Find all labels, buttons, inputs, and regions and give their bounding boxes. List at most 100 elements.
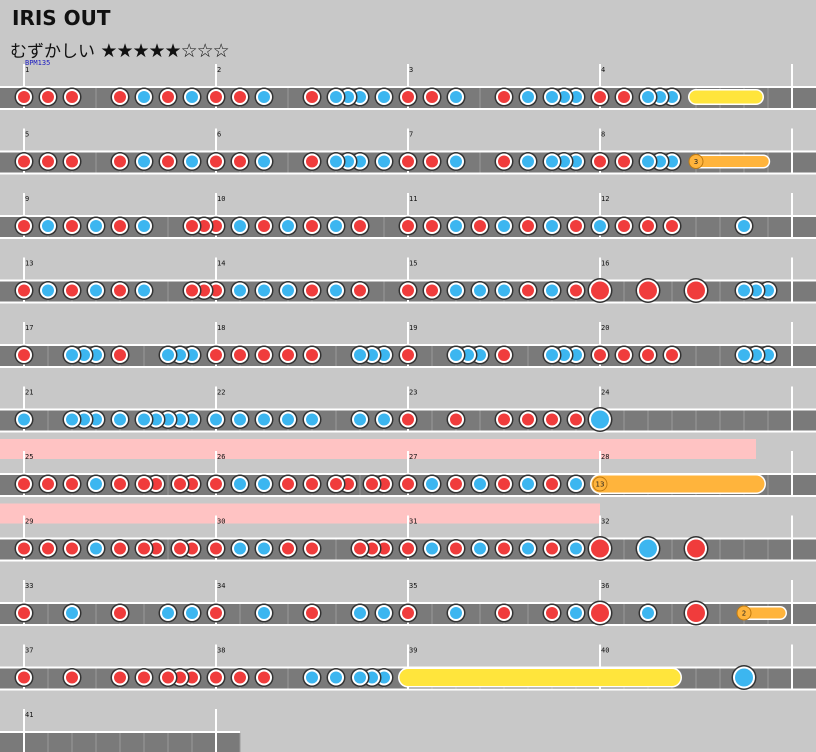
score-row: 33 34 35 36 2	[0, 580, 816, 626]
don-note	[662, 216, 682, 236]
don-note	[14, 603, 34, 623]
ka-note	[422, 539, 442, 558]
don-note	[206, 345, 226, 365]
measure-number: 38	[217, 647, 225, 655]
big-ka-note	[587, 407, 613, 432]
don-note	[230, 87, 250, 107]
score-row: 25 26 27 28 13	[0, 439, 816, 497]
ka-note	[446, 152, 466, 171]
don-note	[14, 152, 34, 171]
ka-note	[350, 345, 370, 365]
drumroll-body	[399, 669, 681, 686]
ka-note	[302, 668, 322, 687]
song-title: IRIS OUT	[12, 6, 111, 30]
drumroll-body	[690, 156, 769, 167]
ka-note	[326, 668, 346, 687]
roll-count: 2	[742, 610, 746, 618]
ka-note	[446, 216, 466, 236]
gogo-section	[0, 439, 756, 459]
measure-number: 33	[25, 582, 33, 590]
don-note	[494, 87, 514, 107]
don-note	[302, 281, 322, 300]
ka-note	[134, 216, 154, 236]
ka-note	[158, 345, 178, 365]
don-note	[398, 87, 418, 107]
score-row: 9 10 11 12	[0, 193, 816, 239]
don-note	[494, 152, 514, 171]
drumroll-body	[591, 475, 765, 493]
don-note	[230, 668, 250, 687]
measure-number: 41	[25, 711, 33, 719]
don-note	[158, 152, 178, 171]
ka-note	[446, 603, 466, 623]
measure-number: 20	[601, 324, 609, 332]
don-note	[542, 410, 562, 429]
don-note	[398, 281, 418, 300]
ka-note	[230, 216, 250, 236]
measure-number: 40	[601, 647, 609, 655]
don-note	[206, 539, 226, 558]
ka-note	[518, 474, 538, 494]
ka-note	[470, 281, 490, 300]
ka-note	[326, 281, 346, 300]
measure-number: 27	[409, 453, 417, 461]
score-row: 13 14 15 16	[0, 257, 816, 304]
measure-number: 14	[217, 260, 225, 268]
balloon-head	[736, 605, 752, 621]
don-note	[302, 216, 322, 236]
measure-number: 12	[601, 195, 609, 203]
don-note	[638, 345, 658, 365]
don-note	[566, 410, 586, 429]
drumroll: 13	[590, 474, 766, 494]
measure-number: 1	[25, 66, 29, 74]
ka-note	[374, 410, 394, 429]
score-row: 37 38 39 40	[0, 644, 816, 691]
don-note	[398, 603, 418, 623]
don-note	[398, 474, 418, 494]
ka-note	[566, 474, 586, 494]
ka-note	[254, 474, 274, 494]
ka-note	[518, 539, 538, 558]
don-note	[590, 87, 610, 107]
measure-number: 34	[217, 582, 225, 590]
measure-number: 26	[217, 453, 225, 461]
don-note	[518, 216, 538, 236]
don-note	[14, 539, 34, 558]
don-note	[158, 668, 178, 687]
ka-note	[374, 603, 394, 623]
big-don-note	[587, 278, 613, 303]
don-note	[206, 474, 226, 494]
ka-note	[254, 152, 274, 171]
ka-note	[134, 87, 154, 107]
don-note	[614, 87, 634, 107]
ka-note	[542, 345, 562, 365]
ka-note	[374, 87, 394, 107]
ka-note	[86, 539, 106, 558]
ka-note	[350, 603, 370, 623]
ka-note	[158, 603, 178, 623]
ka-note	[542, 281, 562, 300]
don-note	[110, 345, 130, 365]
balloon-head	[592, 476, 608, 492]
ka-note	[734, 345, 754, 365]
don-note	[302, 345, 322, 365]
measure-number: 10	[217, 195, 225, 203]
difficulty-line: むずかしい ★★★★★☆☆☆	[10, 37, 230, 62]
ka-note	[542, 152, 562, 171]
ka-note	[638, 152, 658, 171]
measure-number: 15	[409, 260, 417, 268]
big-ka-note	[635, 536, 661, 561]
measure-number: 7	[409, 131, 413, 139]
don-note	[278, 345, 298, 365]
don-note	[110, 216, 130, 236]
ka-note	[134, 152, 154, 171]
measure-number: 37	[25, 647, 33, 655]
measure-number: 36	[601, 582, 609, 590]
ka-note	[590, 216, 610, 236]
ka-note	[134, 281, 154, 300]
ka-note	[182, 87, 202, 107]
ka-note	[446, 345, 466, 365]
score-row: 29 30 31 32	[0, 503, 816, 562]
ka-note	[470, 539, 490, 558]
